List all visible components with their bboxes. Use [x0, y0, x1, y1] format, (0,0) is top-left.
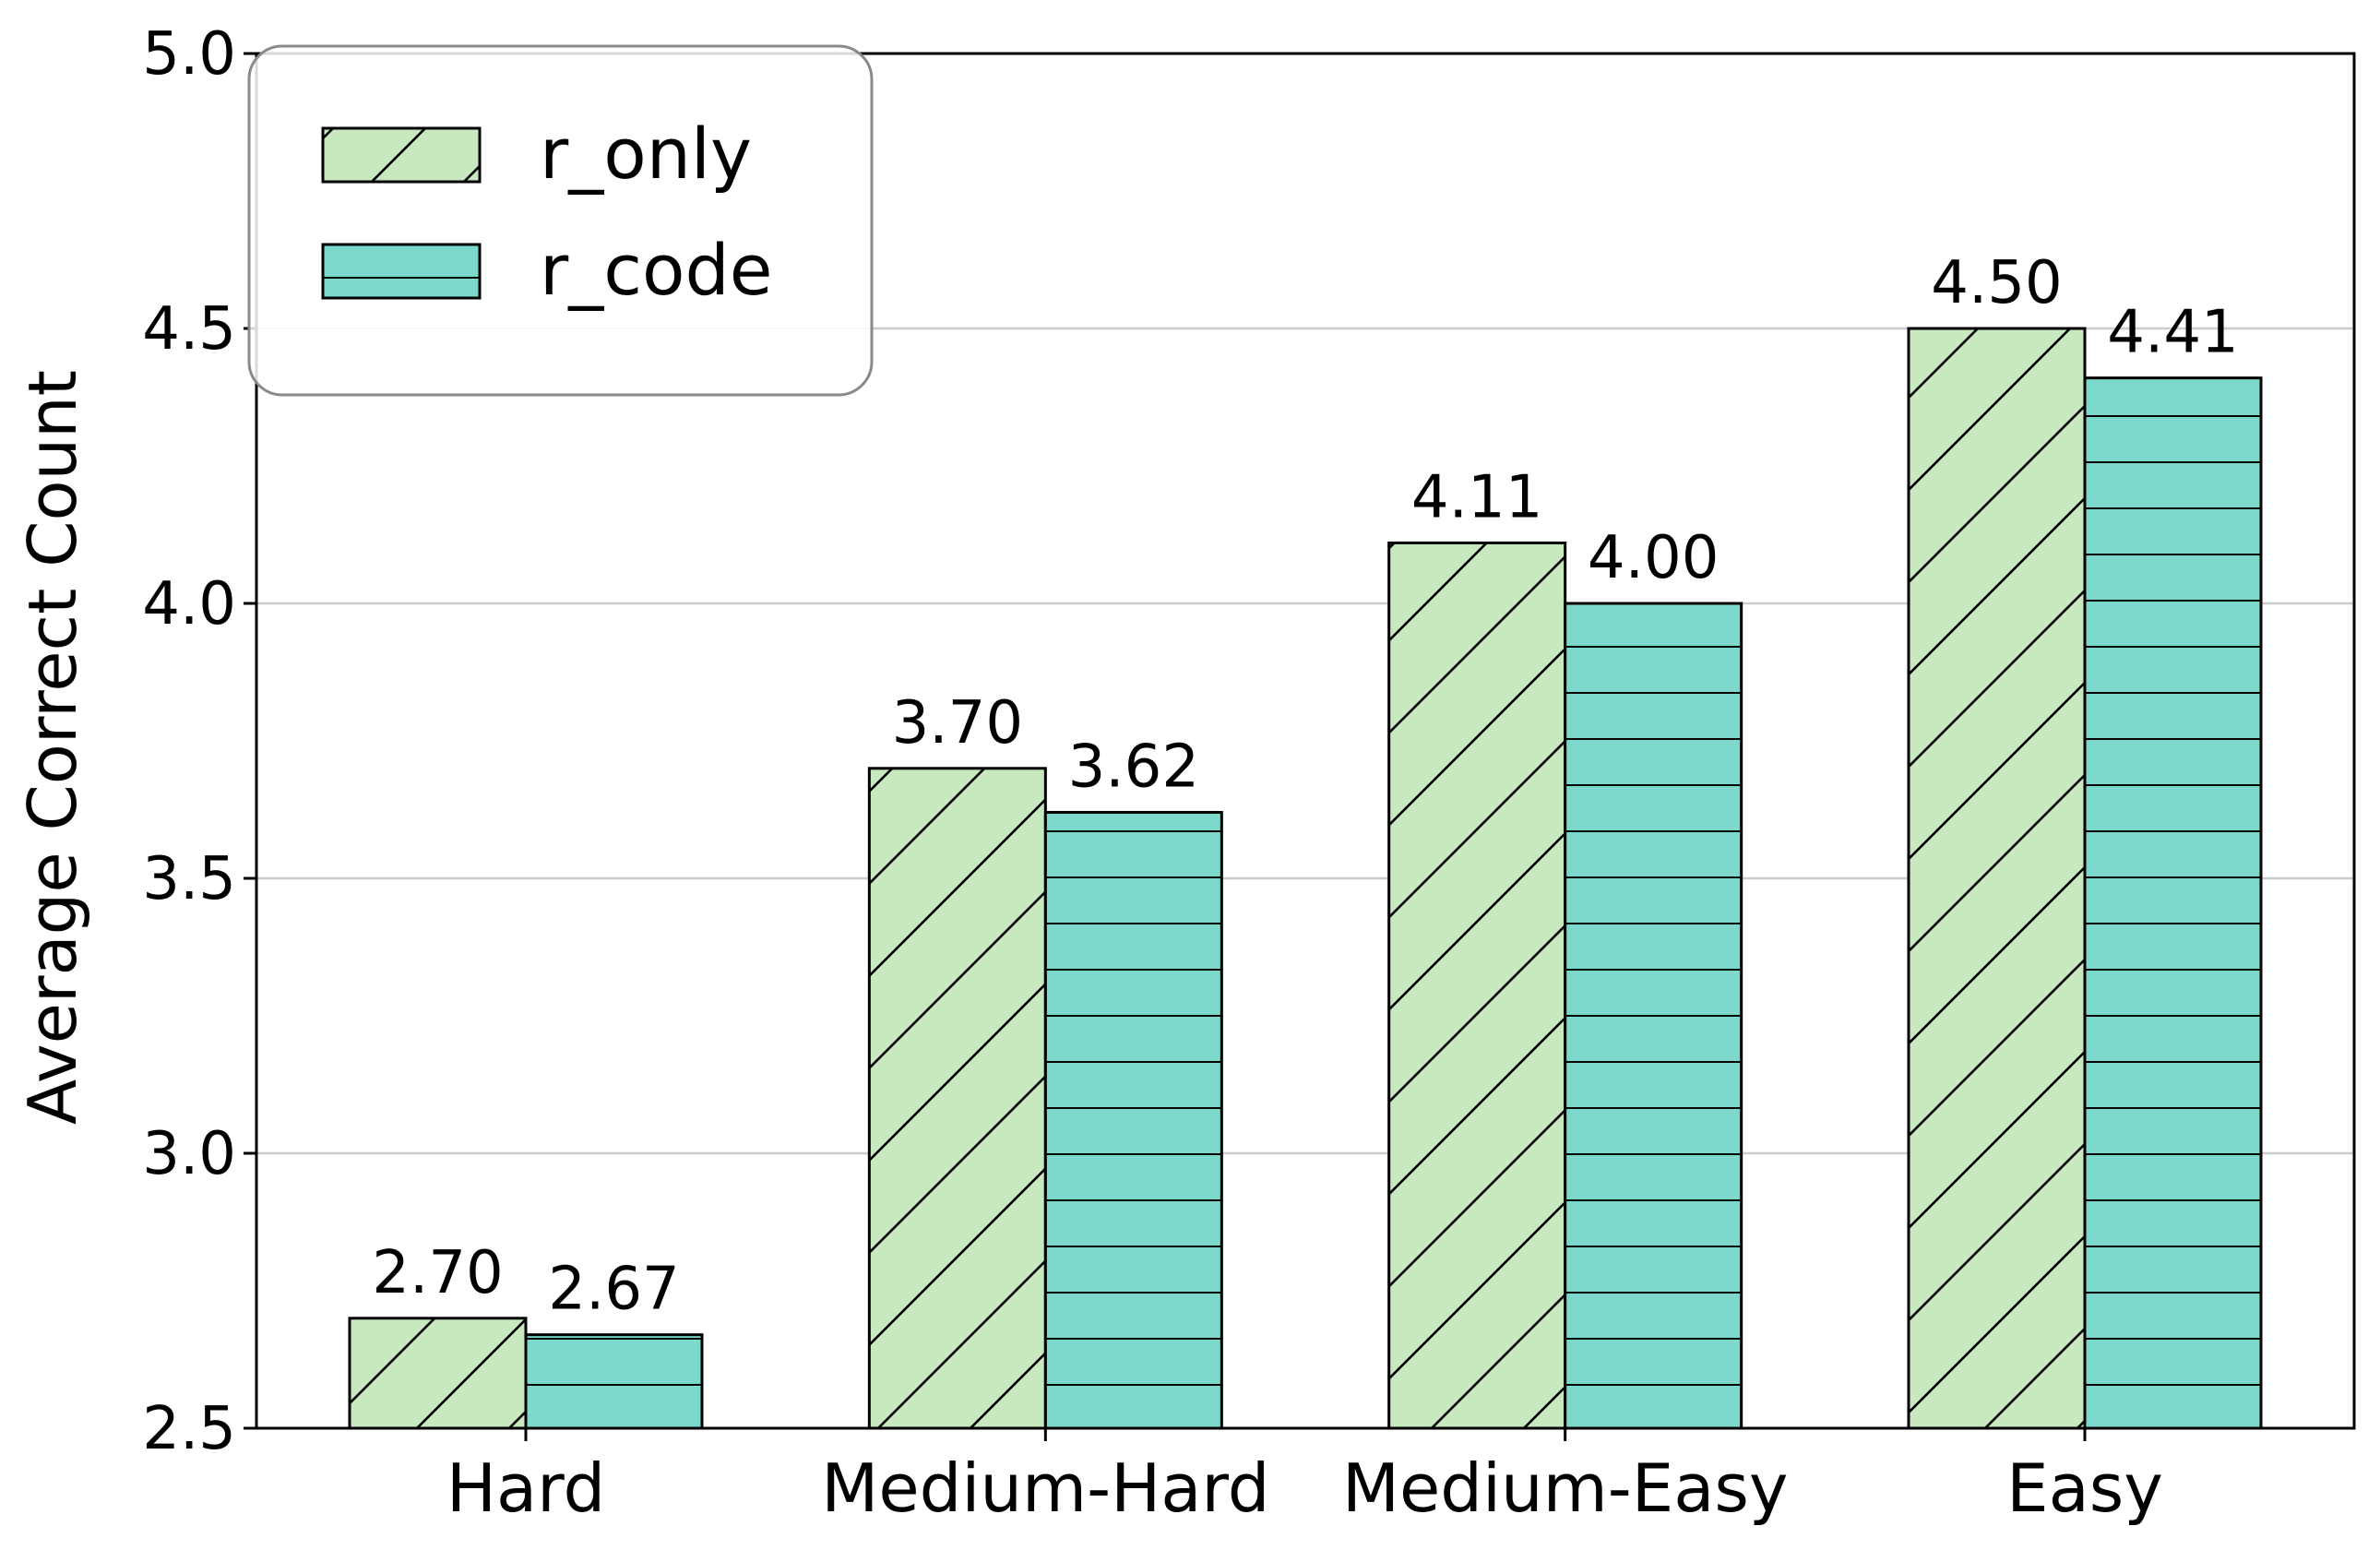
y-tick-label: 4.5	[142, 295, 236, 364]
y-tick-label: 3.0	[142, 1120, 236, 1188]
data-label-r-only: 4.50	[1931, 249, 2063, 317]
y-tick-label: 3.5	[142, 845, 236, 913]
bars	[348, 327, 2263, 1430]
bar-hatch-r-code	[1043, 810, 1223, 1430]
data-label-r-only: 3.70	[892, 689, 1024, 757]
bar-hatch-r-only	[867, 767, 1047, 1430]
plot-frame	[255, 52, 2356, 1430]
legend-swatch-r-only-hatch	[321, 126, 482, 184]
data-label-r-code: 2.67	[548, 1256, 680, 1324]
legend-label-r-only: r_only	[540, 113, 752, 195]
y-tick-label: 4.0	[142, 570, 236, 638]
data-label-r-code: 4.41	[2107, 299, 2239, 367]
x-tick-label: Hard	[446, 1449, 605, 1527]
bar-hatch-r-only	[1387, 541, 1567, 1430]
y-tick-label: 2.5	[142, 1395, 236, 1463]
bar-hatch-r-code	[524, 1333, 704, 1430]
data-label-r-only: 2.70	[372, 1239, 504, 1307]
bar-hatch-r-code	[2083, 376, 2263, 1430]
y-tick-label: 5.0	[142, 20, 236, 89]
x-axis: Hard Medium-Hard Medium-Easy Easy	[446, 1428, 2163, 1527]
legend-swatch-r-code-hatch	[321, 243, 482, 300]
legend: r_only r_code	[247, 44, 874, 397]
x-tick-label: Medium-Easy	[1342, 1449, 1789, 1527]
x-tick-label: Easy	[2006, 1449, 2163, 1527]
y-axis: 2.5 3.0 3.5 4.0 4.5 5.0	[142, 20, 256, 1463]
y-axis-title: Average Correct Count	[14, 370, 91, 1125]
data-labels: 2.70 2.67 3.70 3.62 4.11 4.00 4.50 4.41	[372, 249, 2239, 1324]
legend-label-r-code: r_code	[540, 229, 773, 311]
bar-hatch-r-only	[348, 1317, 528, 1430]
legend-frame	[247, 44, 874, 397]
bar-hatch-r-only	[1907, 327, 2087, 1430]
x-tick-label: Medium-Hard	[821, 1449, 1269, 1527]
bar-hatch-r-code	[1564, 602, 1743, 1430]
data-label-r-only: 4.11	[1411, 463, 1543, 531]
data-label-r-code: 3.62	[1068, 733, 1200, 801]
data-label-r-code: 4.00	[1588, 524, 1720, 592]
